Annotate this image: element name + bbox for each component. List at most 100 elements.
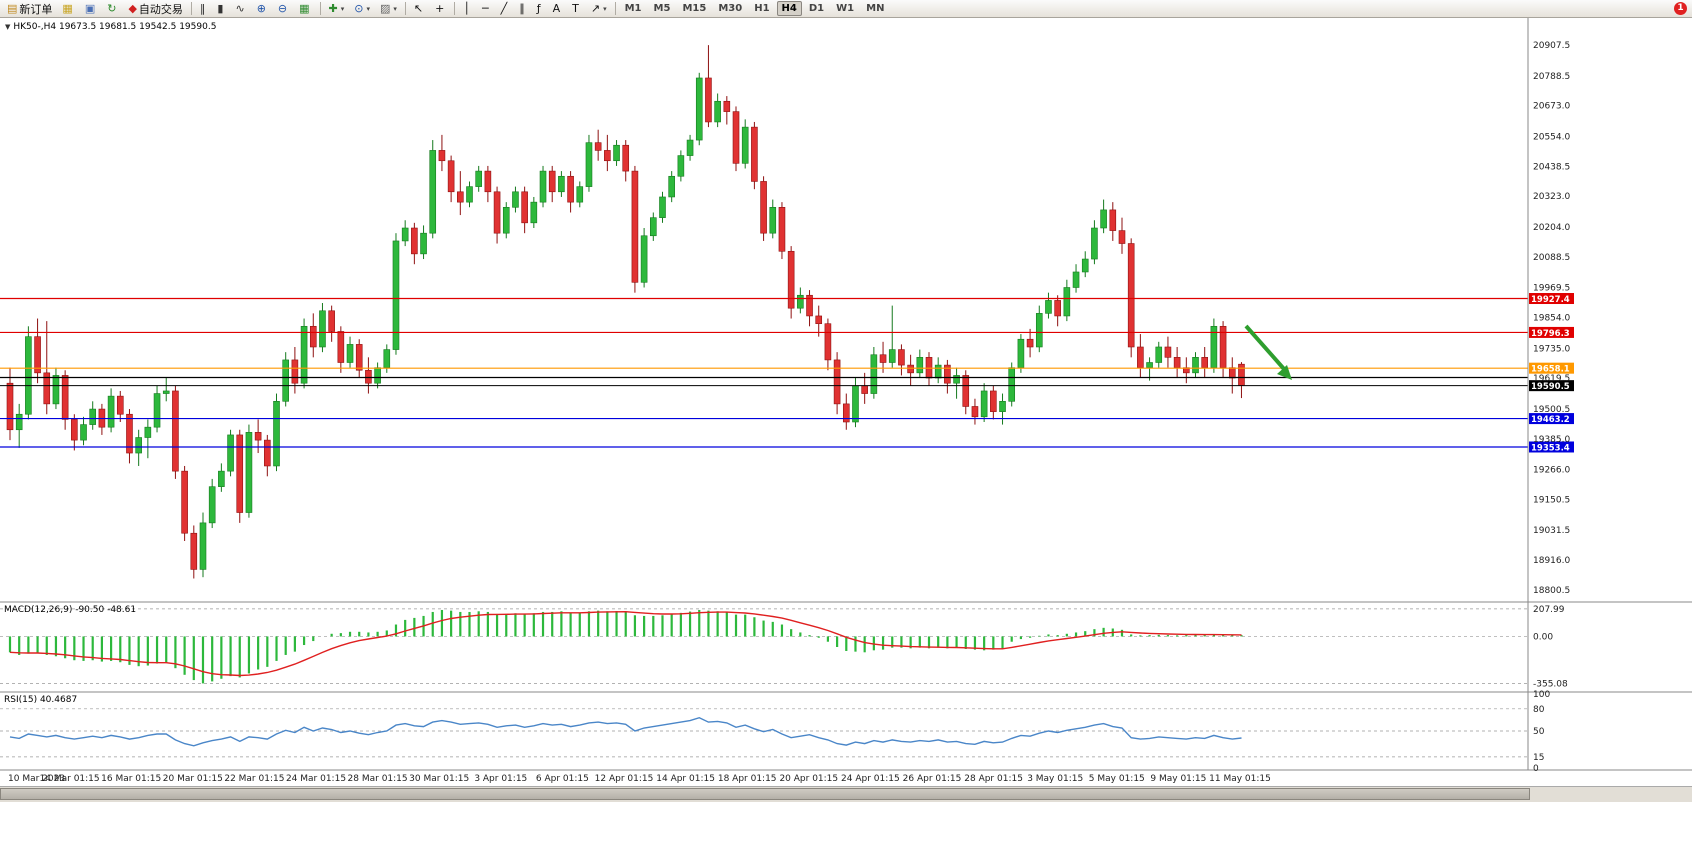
time-axis-label: 22 Mar 01:15 [224, 774, 284, 784]
price-axis-label: 19500.5 [1533, 405, 1570, 415]
indicators-icon: ✚ [328, 2, 338, 15]
equidistant-channel-button[interactable]: ∥ [515, 0, 531, 17]
price-axis-label: 20788.5 [1533, 72, 1570, 82]
refresh-button[interactable]: ↻ [103, 0, 122, 17]
chart-window-button[interactable]: ▦ [58, 0, 78, 17]
zoom-out-button[interactable]: ⊖ [274, 0, 293, 17]
scrollbar-thumb[interactable] [0, 788, 1530, 800]
price-axis-label: 20673.0 [1533, 102, 1570, 112]
toolbar: ▤ 新订单 ▦ ▣ ↻ ◆ 自动交易 ‖ ▮ ∿ ⊕ ⊖ ▦ ✚ ▾ ⊙ ▾ ▨ ▾ ↖ + │ ─ ╱ ∥ ƒ A T ↗ ▾ M1 M5… [0, 0, 1692, 18]
cursor-icon: ↖ [413, 2, 424, 15]
svg-text:19590.5: 19590.5 [1531, 382, 1570, 392]
price-axis-label: 18916.0 [1533, 556, 1570, 566]
candlestick-chart-button[interactable]: ▮ [213, 0, 229, 17]
time-axis-label: 28 Mar 01:15 [348, 774, 408, 784]
macd-scale-label: 0.00 [1533, 632, 1553, 642]
arrow-object[interactable] [1244, 324, 1292, 380]
profiles-icon: ▣ [84, 2, 96, 15]
zoom-out-icon: ⊖ [277, 2, 288, 15]
toolbar-separator [454, 2, 456, 15]
rsi-scale-label: 80 [1533, 705, 1545, 715]
text-label-button[interactable]: T [568, 0, 585, 17]
horizontal-line-button[interactable]: ─ [478, 0, 495, 17]
price-axis-label: 19385.0 [1533, 435, 1570, 445]
chart-menu-arrow-icon[interactable]: ▼ [5, 23, 11, 31]
rsi-scale-label: 50 [1533, 727, 1545, 737]
rsi-indicator-label: RSI(15) 40.4687 [4, 695, 78, 705]
cursor-button[interactable]: ↖ [410, 0, 429, 17]
arrows-button[interactable]: ↗ ▾ [587, 0, 611, 17]
time-axis-label: 20 Mar 01:15 [163, 774, 223, 784]
price-tag [1529, 326, 1574, 338]
templates-icon: ▨ [380, 2, 391, 15]
time-axis-label: 26 Apr 01:15 [903, 774, 962, 784]
horizontal-scrollbar[interactable] [0, 786, 1692, 802]
macd-scale-label: -355.08 [1533, 679, 1568, 689]
toolbar-separator [190, 2, 192, 15]
fibonacci-button[interactable]: ƒ [533, 0, 547, 17]
dropdown-caret-icon: ▾ [340, 4, 345, 13]
toolbar-separator [614, 2, 616, 15]
timeframe-mn-button[interactable]: MN [866, 3, 885, 14]
text-label-icon: T [572, 2, 579, 15]
candlestick-chart-icon: ▮ [217, 2, 224, 15]
timeframe-h4-button[interactable]: H4 [776, 1, 802, 16]
crosshair-button[interactable]: + [431, 0, 450, 17]
zoom-in-button[interactable]: ⊕ [253, 0, 272, 17]
tile-windows-button[interactable]: ▦ [295, 0, 315, 17]
price-axis-label: 19969.5 [1533, 284, 1570, 294]
bar-chart-icon: ‖ [199, 2, 206, 15]
chart-window[interactable]: 19927.4 19796.3 19658.1 19463.2 19353.4 19590… [0, 18, 1692, 852]
timeframe-m30-button[interactable]: M30 [718, 3, 743, 14]
price-axis-label: 20323.0 [1533, 192, 1570, 202]
equidistant-channel-icon: ∥ [519, 2, 525, 15]
fibonacci-icon: ƒ [536, 2, 541, 15]
timeframe-d1-button[interactable]: D1 [808, 3, 825, 14]
indicators-button[interactable]: ✚ ▾ [325, 0, 349, 17]
price-axis-label: 19854.0 [1533, 313, 1570, 323]
profiles-button[interactable]: ▣ [81, 0, 101, 17]
notification-badge[interactable]: 1 [1674, 2, 1687, 15]
time-axis-label: 18 Apr 01:15 [718, 774, 777, 784]
period-button[interactable]: ⊙ ▾ [350, 0, 374, 17]
svg-text:19353.4: 19353.4 [1531, 443, 1570, 453]
dropdown-caret-icon: ▾ [366, 4, 370, 13]
price-axis-label: 19031.5 [1533, 526, 1570, 536]
timeframe-m1-button[interactable]: M1 [624, 3, 642, 14]
auto-trading-label: 自动交易 [138, 2, 183, 16]
new-order-button[interactable]: ▤ 新订单 [3, 0, 56, 17]
symbol-ohlc-text: HK50-,H4 19673.5 19681.5 19542.5 19590.5 [13, 22, 217, 32]
time-axis-label: 14 Mar 01:15 [40, 774, 100, 784]
chart-canvas[interactable]: 19927.4 19796.3 19658.1 19463.2 19353.4 19590… [0, 18, 1692, 852]
svg-text:19463.2: 19463.2 [1531, 415, 1570, 425]
price-axis-label: 20907.5 [1533, 41, 1570, 51]
timeframe-w1-button[interactable]: W1 [836, 3, 855, 14]
price-axis-label: 18800.5 [1533, 586, 1570, 596]
timeframe-h1-button[interactable]: H1 [754, 3, 770, 14]
refresh-icon: ↻ [107, 2, 117, 15]
line-chart-button[interactable]: ∿ [231, 0, 250, 17]
time-axis-label: 11 May 01:15 [1209, 774, 1271, 784]
rsi-scale-label: 15 [1533, 753, 1544, 763]
text-button[interactable]: A [549, 0, 567, 17]
dropdown-caret-icon: ▾ [393, 4, 397, 13]
templates-button[interactable]: ▨ ▾ [376, 0, 401, 17]
time-axis-label: 3 Apr 01:15 [474, 774, 527, 784]
vertical-line-button[interactable]: │ [459, 0, 476, 17]
price-axis-label: 19619.5 [1533, 374, 1570, 384]
timeframe-m15-button[interactable]: M15 [682, 3, 707, 14]
time-axis-label: 30 Mar 01:15 [409, 774, 469, 784]
auto-trading-icon: ◆ [128, 2, 137, 15]
auto-trading-button[interactable]: ◆ 自动交易 [124, 0, 186, 17]
price-axis[interactable]: 20907.5 20788.5 20673.0 20554.0 20438.5 20323… [1527, 18, 1570, 770]
bar-chart-button[interactable]: ‖ [196, 0, 212, 17]
horizontal-line-objects[interactable]: 19927.4 19796.3 19658.1 19463.2 19353.4 19590… [0, 293, 1574, 453]
rsi-line [9, 716, 1242, 747]
symbol-info: ▼ HK50-,H4 19673.5 19681.5 19542.5 19590.… [5, 22, 216, 32]
trendline-button[interactable]: ╱ [497, 0, 514, 17]
price-axis-label: 19735.0 [1533, 344, 1570, 354]
new-order-label: 新订单 [19, 2, 53, 16]
timeframe-m5-button[interactable]: M5 [653, 3, 671, 14]
dropdown-caret-icon: ▾ [603, 4, 607, 13]
